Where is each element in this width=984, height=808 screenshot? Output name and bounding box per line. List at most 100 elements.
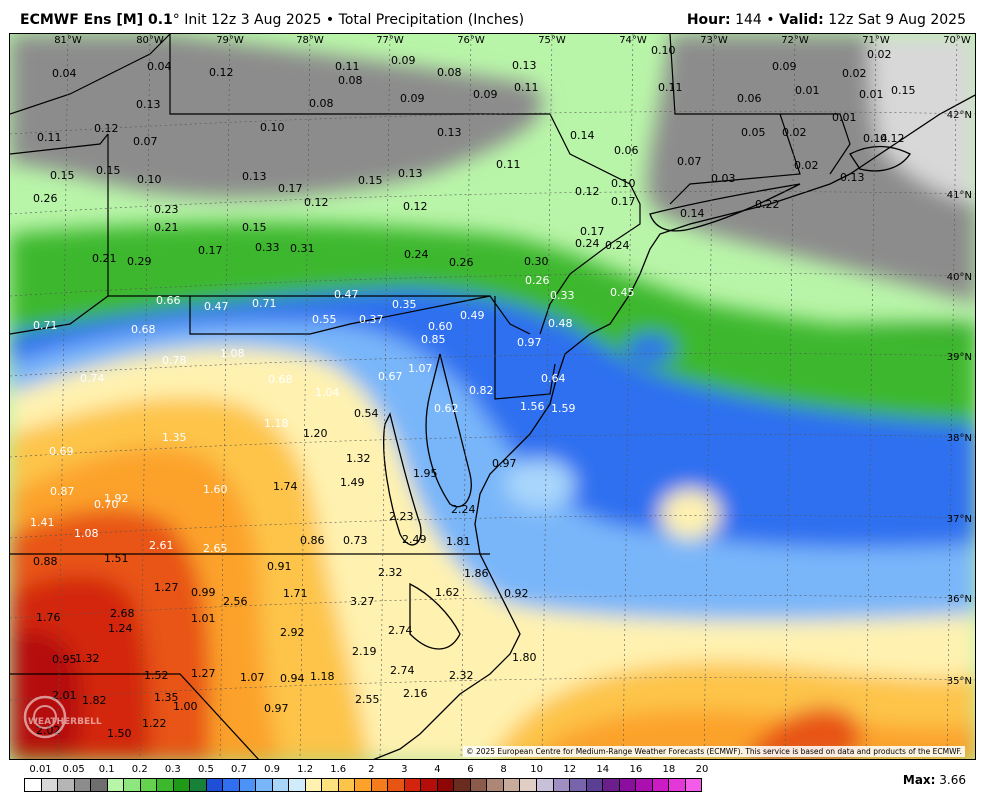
legend-swatch (206, 779, 224, 791)
precip-value: 0.82 (469, 384, 494, 397)
precip-value: 0.08 (338, 74, 363, 87)
precip-value: 0.91 (267, 560, 292, 573)
legend-label: 4 (434, 764, 441, 775)
precip-value: 0.26 (525, 274, 550, 287)
precip-value: 2.68 (110, 607, 135, 620)
precip-value: 0.17 (611, 195, 636, 208)
legend-swatch (586, 779, 604, 791)
precip-value: 0.60 (428, 320, 453, 333)
legend-label: 1.6 (330, 764, 347, 775)
legend-swatch (454, 779, 471, 791)
precip-value: 0.02 (782, 126, 807, 139)
precip-value: 0.12 (304, 196, 329, 209)
legend-swatch (256, 779, 273, 791)
legend-swatch (685, 779, 702, 791)
precip-value: 0.47 (204, 300, 229, 313)
precip-value: 0.13 (437, 126, 462, 139)
legend-swatch (570, 779, 587, 791)
precip-value: 0.66 (156, 294, 181, 307)
legend-swatch (669, 779, 686, 791)
precip-value: 0.01 (795, 84, 820, 97)
precip-value: 0.12 (209, 66, 234, 79)
precip-value: 1.07 (240, 671, 265, 684)
legend-swatch (636, 779, 653, 791)
precip-value: 1.56 (520, 400, 545, 413)
legend-swatch (421, 779, 438, 791)
legend-swatch (91, 779, 108, 791)
precip-value: 0.29 (127, 255, 152, 268)
precip-value: 1.08 (220, 347, 245, 360)
precip-value: 0.12 (575, 185, 600, 198)
precip-value: 0.97 (492, 457, 517, 470)
precip-value: 0.71 (33, 319, 58, 332)
precip-value: 0.04 (147, 60, 172, 73)
legend-label: 20 (695, 764, 709, 775)
precip-value: 0.85 (421, 333, 446, 346)
lat-label: 36°N (947, 594, 972, 605)
precip-value: 0.11 (496, 158, 521, 171)
legend-swatch (619, 779, 637, 791)
precip-value: 0.94 (280, 672, 305, 685)
legend-swatch (107, 779, 125, 791)
lat-label: 40°N (947, 272, 972, 283)
precip-value: 1.08 (74, 527, 99, 540)
precip-value: 0.62 (434, 402, 459, 415)
legend-swatch (272, 779, 290, 791)
precip-value: 2.56 (223, 595, 248, 608)
graticule (10, 34, 975, 759)
coastline (373, 94, 975, 759)
hour-value: 144 (735, 12, 762, 28)
precip-value: 0.26 (449, 256, 474, 269)
lon-label: 73°W (700, 35, 728, 46)
precip-value: 1.01 (191, 612, 216, 625)
legend-swatch (437, 779, 455, 791)
precip-value: 1.59 (551, 402, 576, 415)
precip-value: 1.49 (340, 476, 365, 489)
precip-value: 1.35 (162, 431, 187, 444)
lon-label: 70°W (943, 35, 971, 46)
legend-swatch (355, 779, 372, 791)
lat-label: 39°N (947, 352, 972, 363)
precip-value: 0.15 (96, 164, 121, 177)
precip-value: 0.92 (504, 587, 529, 600)
precip-value: 0.10 (611, 177, 636, 190)
precip-value: 0.11 (514, 81, 539, 94)
precip-value: 0.13 (136, 98, 161, 111)
precip-value: 0.03 (711, 172, 736, 185)
precip-value: 2.32 (378, 566, 403, 579)
precip-value: 0.26 (33, 192, 58, 205)
model-name: ECMWF Ens [M] 0.1 (20, 12, 173, 28)
precip-value: 1.71 (283, 587, 308, 600)
legend-label: 0.2 (131, 764, 148, 775)
precip-value: 0.17 (278, 182, 303, 195)
lat-label: 38°N (947, 433, 972, 444)
precip-value: 2.32 (449, 669, 474, 682)
precip-value: 1.04 (315, 386, 340, 399)
precip-value: 0.21 (154, 221, 179, 234)
precip-value: 0.02 (842, 67, 867, 80)
precip-value: 1.22 (142, 717, 167, 730)
precip-value: 1.52 (144, 669, 169, 682)
max-value: Max: 3.66 (902, 773, 966, 787)
precip-value: 1.18 (310, 670, 335, 683)
precip-map[interactable]: 81°W 80°W 79°W 78°W 77°W 76°W 75°W 74°W 73°W 72°W… (9, 33, 976, 760)
precip-value: 0.64 (541, 372, 566, 385)
legend-swatch (41, 779, 59, 791)
precip-value: 2.24 (451, 503, 476, 516)
lat-label: 35°N (947, 676, 972, 687)
precip-value: 0.31 (290, 242, 315, 255)
legend-label: 10 (530, 764, 543, 775)
precip-value: 0.97 (264, 702, 289, 715)
precip-value: 0.69 (49, 445, 74, 458)
precip-value: 0.71 (252, 297, 277, 310)
lon-label: 79°W (216, 35, 244, 46)
precip-value: 1.32 (346, 452, 371, 465)
lon-label: 75°W (538, 35, 566, 46)
precip-value: 0.06 (737, 92, 762, 105)
legend-swatch (322, 779, 339, 791)
legend-swatch (58, 779, 75, 791)
legend-swatch (173, 779, 191, 791)
precip-value: 0.24 (575, 237, 600, 250)
precip-value: 0.02 (867, 48, 892, 61)
legend-labels: 0.01 0.05 0.1 0.2 0.3 0.5 0.7 0.9 1.2 1.6 2 3 4 6 8 10 1… (24, 764, 708, 776)
